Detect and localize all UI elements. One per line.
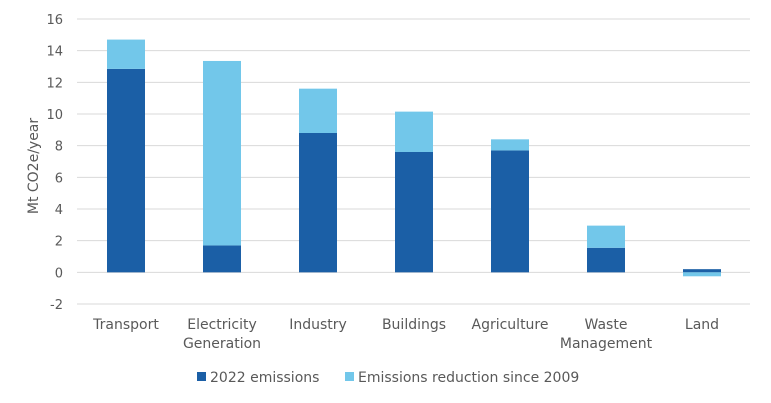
y-tick-label: 2	[55, 235, 63, 250]
x-category-label: Transport	[92, 317, 159, 333]
y-tick-label: 12	[46, 76, 63, 91]
bar-reduction-since-2009	[395, 111, 433, 152]
bar-emissions-2022	[203, 245, 241, 273]
x-axis-category-labels: Transport Electricity Generation Industry Bu…	[92, 317, 719, 352]
y-tick-label: 8	[55, 140, 63, 155]
bar-reduction-since-2009	[299, 88, 337, 133]
x-category-label: Waste Management	[560, 317, 653, 352]
y-tick-label: 6	[55, 171, 63, 186]
legend-label: 2022 emissions	[210, 370, 319, 386]
y-tick-label: 10	[46, 108, 63, 123]
legend-label: Emissions reduction since 2009	[358, 370, 579, 386]
y-tick-label: 4	[55, 203, 63, 218]
bar-reduction-since-2009	[203, 60, 241, 246]
legend-swatch	[197, 372, 206, 381]
bar-emissions-2022	[587, 247, 625, 273]
bar-emissions-2022	[683, 269, 721, 273]
x-category-label: Electricity Generation	[183, 317, 261, 352]
bar-reduction-since-2009	[683, 272, 721, 277]
x-category-label: Land	[685, 317, 719, 333]
bar-reduction-since-2009	[587, 225, 625, 248]
y-tick-label: 0	[55, 266, 63, 281]
bar-emissions-2022	[107, 68, 145, 273]
y-axis-ticks: -2 0 2 4 6 8 10 12 14 16	[46, 13, 63, 313]
bar-emissions-2022	[491, 150, 529, 273]
legend: 2022 emissions Emissions reduction since …	[197, 370, 579, 386]
bar-emissions-2022	[299, 133, 337, 273]
y-axis-label: Mt CO2e/year	[26, 118, 42, 215]
y-tick-label: 16	[46, 13, 63, 28]
bar-reduction-since-2009	[107, 39, 145, 69]
x-category-label: Industry	[289, 317, 347, 333]
bars	[107, 39, 721, 277]
bar-emissions-2022	[395, 152, 433, 273]
x-category-label: Agriculture	[472, 317, 549, 333]
y-tick-label: -2	[50, 298, 63, 313]
y-tick-label: 14	[46, 45, 63, 60]
x-category-label: Buildings	[382, 317, 446, 333]
legend-swatch	[345, 372, 354, 381]
bar-reduction-since-2009	[491, 139, 529, 151]
